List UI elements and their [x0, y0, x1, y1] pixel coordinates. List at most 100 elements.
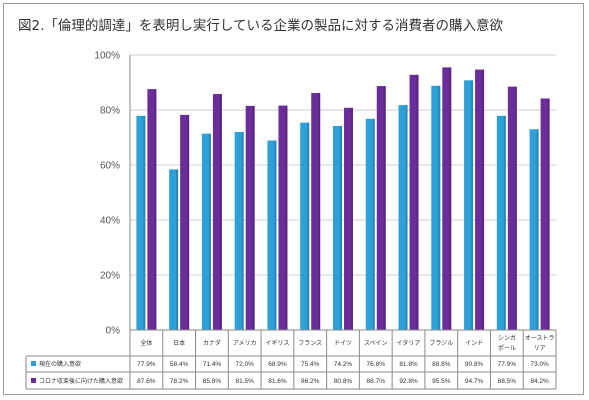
bar-shade [208, 133, 211, 330]
bar-post-covid [147, 89, 157, 330]
category-label: 日本 [173, 339, 185, 347]
legend-swatch [31, 378, 36, 383]
category-label: オーストラ [525, 335, 555, 342]
bar-current [136, 115, 146, 331]
bar-current [496, 115, 506, 331]
category-label: フランス [298, 340, 322, 347]
y-tick-label: 40% [100, 216, 120, 227]
category-label: ドイツ [334, 340, 352, 347]
bar-shade [449, 67, 452, 330]
bar-post-covid [442, 67, 452, 330]
category-label: イタリア [397, 339, 421, 347]
bar-shade [351, 107, 353, 330]
data-label: 95.5% [432, 378, 451, 385]
y-tick-label: 80% [100, 106, 120, 117]
bar-post-covid [507, 86, 517, 330]
bar-post-covid [311, 92, 321, 330]
bar-current [234, 132, 244, 330]
category-label: リア [534, 345, 546, 352]
data-label: 73.0% [530, 361, 549, 368]
bar-shade [416, 74, 419, 330]
data-label: 88.5% [498, 378, 517, 385]
y-tick-label: 60% [100, 161, 120, 172]
bar-post-covid [344, 107, 353, 330]
bar-current [169, 169, 179, 330]
data-label: 94.7% [465, 378, 484, 385]
data-label: 81.6% [268, 378, 287, 385]
bar-post-covid [180, 114, 190, 330]
bar-shade [547, 98, 550, 330]
category-label: インド [465, 340, 483, 347]
data-label: 75.4% [301, 361, 320, 368]
y-tick-label: 100% [94, 51, 120, 62]
bar-shade [285, 105, 288, 330]
category-label: カナダ [203, 339, 221, 347]
bar-shade [438, 85, 441, 330]
category-label: アメリカ [233, 340, 257, 347]
data-label: 58.4% [170, 361, 189, 368]
category-label: 全体 [140, 339, 152, 347]
data-label: 74.2% [334, 361, 353, 368]
bar-shade [372, 118, 375, 330]
bar-shade [307, 122, 310, 331]
bar-shade [274, 140, 277, 330]
bar-shade [514, 86, 517, 330]
data-label: 72.0% [235, 361, 254, 368]
bar-shade [252, 105, 255, 330]
bar-post-covid [409, 74, 419, 330]
bar-post-covid [475, 69, 485, 330]
data-label: 68.9% [268, 361, 287, 368]
data-label: 90.8% [465, 361, 484, 368]
data-label: 88.7% [367, 378, 386, 385]
bar-shade [383, 86, 386, 330]
category-label: スペイン [364, 340, 388, 347]
bar-current [529, 129, 539, 330]
data-label: 77.9% [498, 361, 517, 368]
legend-swatch [31, 361, 36, 366]
bar-current [365, 118, 375, 330]
bar-current [464, 80, 474, 330]
data-label: 76.8% [367, 361, 386, 368]
bar-shade [340, 125, 342, 330]
category-label: ブラジル [429, 339, 453, 347]
data-label: 85.8% [203, 378, 222, 385]
data-label: 92.8% [399, 378, 418, 385]
bar-current [398, 105, 408, 330]
bar-shade [176, 169, 179, 330]
bar-post-covid [278, 105, 288, 330]
bar-current [300, 122, 310, 331]
bar-shade [405, 105, 408, 330]
bar-post-covid [540, 98, 550, 330]
bar-current [267, 140, 277, 330]
data-label: 84.2% [530, 378, 549, 385]
legend-label: コロナ収束後に向けた購入意欲 [39, 377, 123, 385]
data-label: 81.8% [399, 361, 418, 368]
bar-shade [536, 129, 539, 330]
category-label: シンガ [498, 334, 516, 342]
bar-post-covid [245, 105, 255, 330]
bar-shade [241, 132, 244, 330]
y-tick-label: 20% [100, 271, 120, 282]
bar-shade [503, 115, 506, 331]
data-label: 81.5% [235, 378, 254, 385]
bar-shade [318, 92, 321, 330]
bar-shade [471, 80, 474, 330]
bar-post-covid [212, 94, 222, 330]
bar-shade [219, 94, 222, 330]
data-label: 80.8% [334, 378, 353, 385]
y-tick-label: 0% [106, 326, 121, 337]
data-label: 87.6% [137, 378, 156, 385]
bar-current [201, 133, 211, 330]
data-label: 86.2% [301, 378, 320, 385]
bar-post-covid [376, 86, 386, 330]
category-label: ポール [498, 344, 516, 352]
legend-label: 現在の購入意欲 [39, 360, 81, 368]
category-label: イギリス [265, 340, 289, 347]
chart-title: 図2.「倫理的調達」を表明し実行している企業の製品に対する消費者の購入意欲 [18, 18, 503, 34]
data-label: 78.2% [170, 378, 189, 385]
bar-shade [482, 69, 485, 330]
data-label: 71.4% [203, 361, 222, 368]
bar-shade [143, 115, 146, 331]
bar-shade [187, 114, 190, 330]
